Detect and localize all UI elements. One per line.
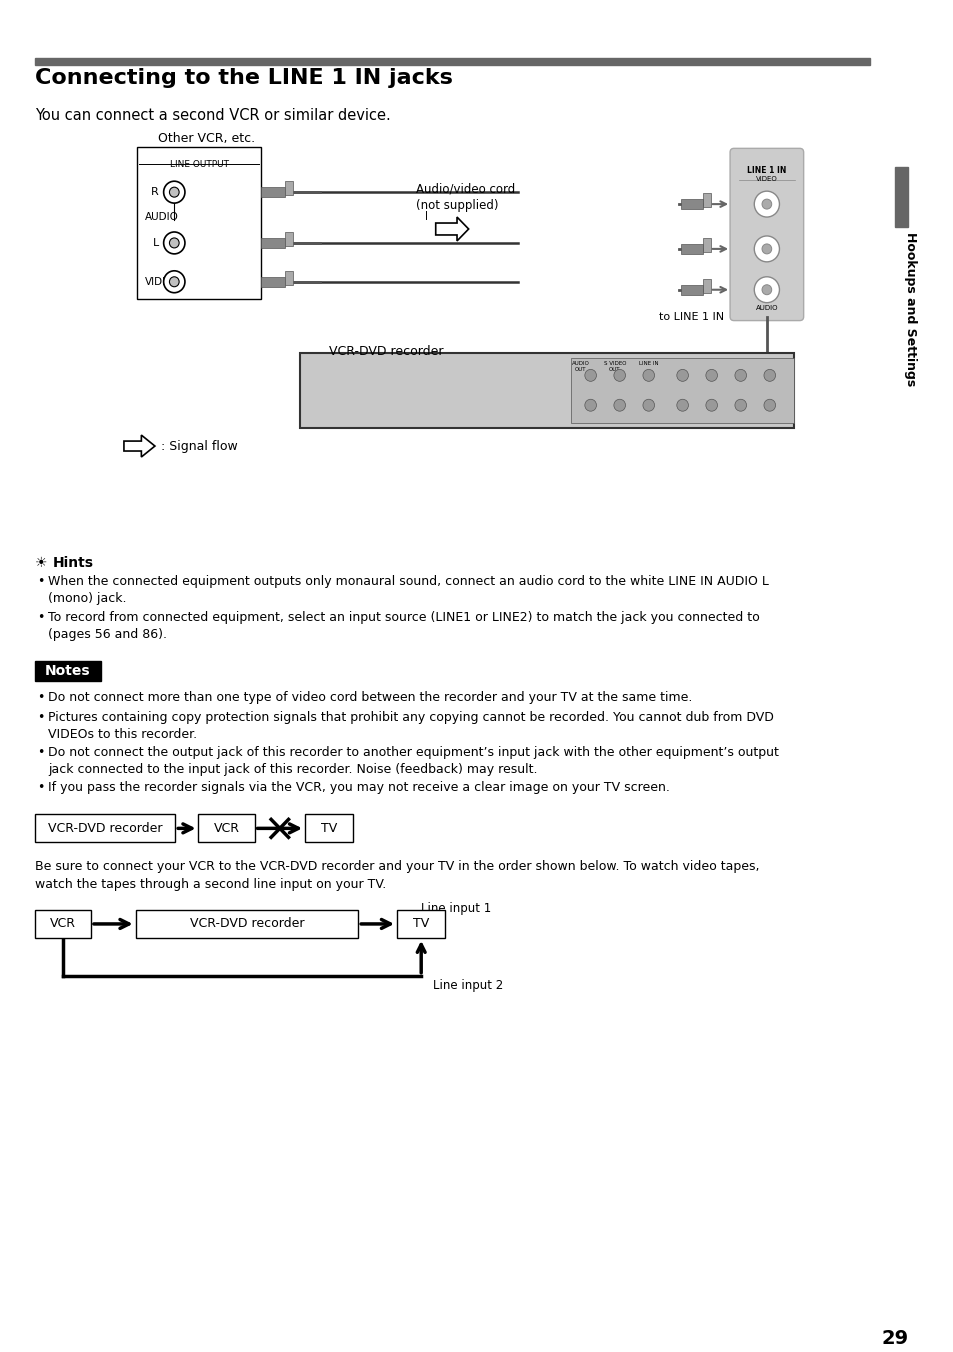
- FancyBboxPatch shape: [729, 149, 802, 320]
- Text: VCR: VCR: [213, 822, 239, 836]
- Circle shape: [761, 243, 771, 254]
- Bar: [702, 279, 710, 293]
- Text: Pictures containing copy protection signals that prohibit any copying cannot be : Pictures containing copy protection sign…: [49, 711, 774, 741]
- Circle shape: [763, 399, 775, 411]
- Circle shape: [734, 369, 746, 381]
- Text: Notes: Notes: [45, 664, 91, 679]
- Bar: [680, 243, 702, 254]
- Bar: [35, 814, 175, 842]
- Circle shape: [676, 369, 688, 381]
- Text: •: •: [37, 746, 44, 758]
- Circle shape: [705, 399, 717, 411]
- Circle shape: [734, 399, 746, 411]
- Bar: [198, 814, 254, 842]
- Bar: [305, 814, 353, 842]
- Bar: [894, 168, 907, 227]
- Circle shape: [754, 277, 779, 303]
- Text: Audio/video cord
(not supplied): Audio/video cord (not supplied): [416, 183, 515, 212]
- Bar: [300, 353, 793, 429]
- Text: VCR: VCR: [50, 918, 76, 930]
- Text: If you pass the recorder signals via the VCR, you may not receive a clear image : If you pass the recorder signals via the…: [49, 780, 670, 794]
- Circle shape: [642, 399, 654, 411]
- Text: •: •: [37, 576, 44, 588]
- Bar: [284, 233, 294, 246]
- Text: to LINE 1 IN: to LINE 1 IN: [659, 311, 723, 322]
- Bar: [680, 285, 702, 295]
- Circle shape: [754, 191, 779, 218]
- Text: Be sure to connect your VCR to the VCR-DVD recorder and your TV in the order sho: Be sure to connect your VCR to the VCR-D…: [35, 860, 759, 891]
- Circle shape: [761, 199, 771, 210]
- Text: VIDEO: VIDEO: [145, 277, 178, 287]
- Text: Line input 2: Line input 2: [433, 979, 502, 992]
- Circle shape: [754, 237, 779, 262]
- Bar: [261, 277, 284, 287]
- Text: VCR-DVD recorder: VCR-DVD recorder: [329, 346, 443, 358]
- Circle shape: [170, 238, 179, 247]
- Circle shape: [164, 270, 185, 293]
- Circle shape: [584, 369, 596, 381]
- Circle shape: [170, 277, 179, 287]
- Text: : Signal flow: : Signal flow: [160, 439, 237, 453]
- Circle shape: [164, 233, 185, 254]
- Text: VIDEO: VIDEO: [755, 176, 777, 183]
- Circle shape: [642, 369, 654, 381]
- Bar: [35, 661, 101, 681]
- Text: 29: 29: [881, 1329, 907, 1348]
- Text: To record from connected equipment, select an input source (LINE1 or LINE2) to m: To record from connected equipment, sele…: [49, 611, 760, 641]
- Text: TV: TV: [413, 918, 429, 930]
- Bar: [261, 238, 284, 247]
- Text: Connecting to the LINE 1 IN jacks: Connecting to the LINE 1 IN jacks: [35, 68, 453, 88]
- Text: Do not connect the output jack of this recorder to another equipment’s input jac: Do not connect the output jack of this r…: [49, 746, 779, 776]
- Bar: [702, 238, 710, 251]
- Text: VCR-DVD recorder: VCR-DVD recorder: [48, 822, 162, 836]
- Circle shape: [613, 399, 625, 411]
- Circle shape: [613, 369, 625, 381]
- Text: LINE 1 IN: LINE 1 IN: [746, 166, 785, 176]
- Circle shape: [705, 369, 717, 381]
- Text: When the connected equipment outputs only monaural sound, connect an audio cord : When the connected equipment outputs onl…: [49, 576, 768, 606]
- Circle shape: [164, 181, 185, 203]
- Text: Other VCR, etc.: Other VCR, etc.: [157, 132, 254, 146]
- Bar: [35, 910, 91, 938]
- Circle shape: [170, 187, 179, 197]
- Circle shape: [763, 369, 775, 381]
- Text: ☀: ☀: [35, 556, 48, 569]
- Text: Line input 1: Line input 1: [421, 902, 491, 915]
- Text: S VIDEO
OUT: S VIDEO OUT: [603, 361, 625, 372]
- Text: LINE IN: LINE IN: [639, 361, 658, 366]
- Bar: [702, 193, 710, 207]
- Circle shape: [676, 399, 688, 411]
- Text: R: R: [151, 187, 158, 197]
- Bar: [680, 199, 702, 210]
- Text: Hints: Hints: [52, 556, 93, 569]
- Text: TV: TV: [321, 822, 337, 836]
- Text: You can connect a second VCR or similar device.: You can connect a second VCR or similar …: [35, 108, 390, 123]
- Circle shape: [761, 285, 771, 295]
- Bar: [261, 187, 284, 197]
- Text: VCR-DVD recorder: VCR-DVD recorder: [190, 918, 304, 930]
- Bar: [284, 270, 294, 285]
- Bar: [35, 58, 868, 65]
- Bar: [135, 910, 358, 938]
- Text: LINE OUTPUT: LINE OUTPUT: [170, 161, 229, 169]
- Polygon shape: [124, 435, 154, 457]
- Text: •: •: [37, 691, 44, 704]
- Circle shape: [584, 399, 596, 411]
- Text: AUDIO
OUT: AUDIO OUT: [572, 361, 589, 372]
- Text: AUDIO: AUDIO: [145, 212, 179, 222]
- Text: Do not connect more than one type of video cord between the recorder and your TV: Do not connect more than one type of vid…: [49, 691, 692, 704]
- Polygon shape: [436, 218, 468, 241]
- Text: Hookups and Settings: Hookups and Settings: [902, 231, 916, 385]
- Text: •: •: [37, 611, 44, 625]
- Text: •: •: [37, 780, 44, 794]
- Bar: [137, 147, 261, 299]
- Text: AUDIO: AUDIO: [755, 304, 778, 311]
- Text: L: L: [152, 238, 158, 247]
- Text: •: •: [37, 711, 44, 723]
- Bar: [571, 358, 793, 423]
- Bar: [284, 181, 294, 195]
- Bar: [396, 910, 445, 938]
